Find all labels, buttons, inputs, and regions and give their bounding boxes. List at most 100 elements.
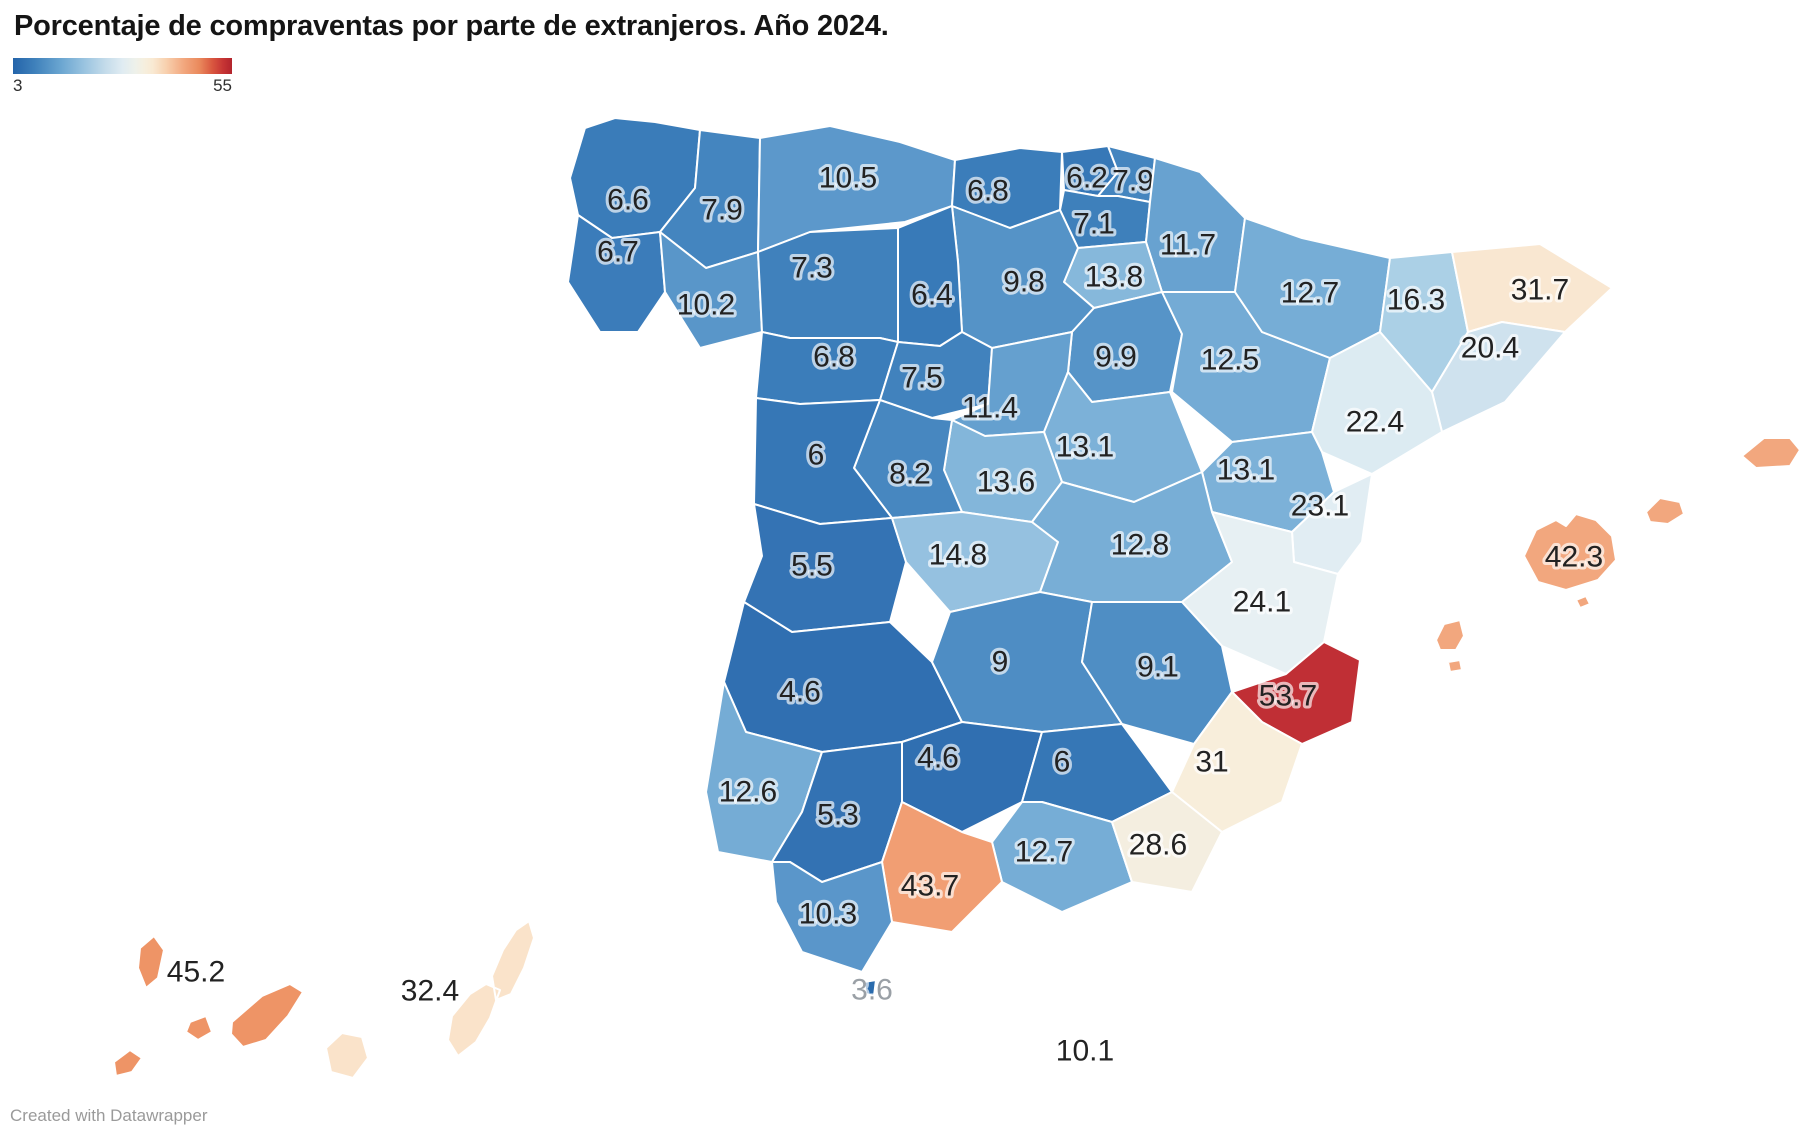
province-madrid[interactable]: 13.6	[943, 419, 1063, 523]
province-madrid-value-label: 13.6	[977, 466, 1035, 499]
province-zamora[interactable]: 6.8	[755, 331, 899, 405]
province-illes-balears[interactable]: 42.3	[1435, 437, 1800, 673]
province-las-palmas[interactable]: 32.4	[325, 920, 535, 1079]
province-lugo[interactable]: 7.9	[659, 129, 761, 269]
province-santa-cruz-de-tenerife-value-label: 45.2	[167, 956, 225, 989]
province-santa-cruz-de-tenerife[interactable]: 45.2	[113, 935, 304, 1077]
province-navarra-shape[interactable]	[1145, 157, 1246, 293]
province-barcelona-value-label: 20.4	[1461, 332, 1519, 365]
province-pontevedra-value-label: 6.7	[597, 236, 639, 269]
province-castellon-value-label: 23.1	[1291, 490, 1349, 523]
province-gipuzkoa[interactable]: 7.9	[1097, 145, 1157, 203]
province-tarragona[interactable]: 22.4	[1311, 331, 1443, 475]
province-valencia[interactable]: 24.1	[1181, 511, 1339, 675]
province-a-coruna[interactable]: 6.6	[569, 117, 701, 239]
province-ceuta-shape[interactable]	[863, 979, 877, 997]
province-valladolid[interactable]: 7.5	[879, 331, 993, 419]
province-ciudad-real[interactable]: 9	[931, 591, 1123, 733]
datawrapper-credit-link[interactable]: Created with Datawrapper	[10, 1106, 208, 1125]
province-lleida-value-label: 16.3	[1387, 284, 1445, 317]
province-granada[interactable]: 12.7	[991, 801, 1133, 913]
province-girona[interactable]: 31.7	[1451, 243, 1613, 333]
province-ceuta[interactable]: 3.6	[848, 971, 896, 1010]
province-cadiz-value-label: 10.3	[799, 898, 857, 931]
province-las-palmas-value-label: 32.4	[401, 975, 459, 1008]
province-sevilla-value-label: 5.3	[817, 799, 859, 832]
province-palencia-shape[interactable]	[897, 205, 963, 347]
province-palencia[interactable]: 6.4	[897, 205, 963, 347]
province-murcia-value-label: 31	[1195, 746, 1228, 779]
province-caceres[interactable]: 5.5	[743, 503, 907, 633]
province-alava[interactable]: 7.1	[1059, 189, 1151, 249]
legend-labels: 3 55	[13, 76, 232, 96]
province-cadiz-shape[interactable]	[771, 861, 893, 973]
province-soria-value-label: 9.9	[1095, 341, 1137, 374]
province-asturias-value-label: 10.5	[819, 162, 877, 195]
province-girona-value-label: 31.7	[1511, 274, 1569, 307]
province-palencia-value-label: 6.4	[911, 279, 953, 312]
province-teruel-value-label: 13.1	[1217, 454, 1275, 487]
province-leon[interactable]: 7.3	[757, 227, 899, 343]
province-cuenca[interactable]: 12.8	[1031, 471, 1233, 603]
province-pontevedra-shape[interactable]	[567, 214, 666, 333]
province-alicante-value-label: 53.7	[1259, 680, 1317, 713]
province-barcelona[interactable]: 20.4	[1431, 321, 1566, 433]
province-castellon[interactable]: 23.1	[1288, 473, 1373, 575]
province-albacete-value-label: 9.1	[1137, 651, 1179, 684]
province-salamanca-value-label: 6	[808, 439, 825, 472]
province-avila-value-label: 8.2	[889, 458, 931, 491]
province-zamora-value-label: 6.8	[813, 341, 855, 374]
province-la-rioja-value-label: 13.8	[1085, 261, 1143, 294]
province-burgos-value-label: 9.8	[1003, 266, 1045, 299]
province-pontevedra[interactable]: 6.7	[567, 214, 666, 333]
province-cantabria[interactable]: 6.8	[951, 147, 1063, 229]
province-alicante[interactable]: 53.7	[1231, 641, 1361, 745]
province-caceres-value-label: 5.5	[791, 550, 833, 583]
province-guadalajara-value-label: 13.1	[1056, 431, 1114, 464]
province-cadiz[interactable]: 10.3	[771, 861, 893, 973]
province-valladolid-value-label: 7.5	[901, 362, 943, 395]
province-alava-value-label: 7.1	[1073, 208, 1115, 241]
province-cantabria-value-label: 6.8	[967, 175, 1009, 208]
province-ourense[interactable]: 10.2	[659, 231, 763, 349]
legend-min-label: 3	[13, 76, 23, 95]
province-malaga[interactable]: 43.7	[881, 801, 1003, 933]
province-huelva-value-label: 12.6	[719, 776, 777, 809]
province-granada-value-label: 12.7	[1015, 836, 1073, 869]
province-salamanca[interactable]: 6	[753, 397, 893, 525]
province-asturias[interactable]: 10.5	[757, 125, 956, 253]
province-segovia-value-label: 11.4	[962, 392, 1018, 425]
province-las-palmas-shape[interactable]	[325, 920, 535, 1079]
province-a-coruna-value-label: 6.6	[607, 184, 649, 217]
province-soria[interactable]: 9.9	[1067, 291, 1183, 403]
province-toledo-value-label: 14.8	[929, 539, 987, 572]
province-almeria[interactable]: 28.6	[1111, 791, 1223, 893]
province-malaga-shape[interactable]	[881, 801, 1003, 933]
province-la-rioja[interactable]: 13.8	[1063, 241, 1163, 309]
province-zaragoza-value-label: 12.5	[1201, 344, 1259, 377]
province-ciudad-real-value-label: 9	[992, 646, 1009, 679]
province-navarra[interactable]: 11.7	[1145, 157, 1246, 293]
province-huesca-value-label: 12.7	[1281, 277, 1339, 310]
province-leon-shape[interactable]	[757, 227, 899, 343]
province-ourense-value-label: 10.2	[677, 289, 735, 322]
legend-max-label: 55	[213, 76, 232, 95]
color-legend: 3 55	[13, 58, 233, 96]
province-melilla-value-label: 10.1	[1056, 1035, 1114, 1068]
province-huesca[interactable]: 12.7	[1234, 217, 1391, 359]
page-title: Porcentaje de compraventas por parte de …	[14, 10, 889, 42]
province-santa-cruz-de-tenerife-shape[interactable]	[113, 935, 304, 1077]
province-lugo-value-label: 7.9	[701, 194, 743, 227]
province-badajoz[interactable]: 4.6	[723, 601, 963, 753]
province-illes-balears-shape[interactable]	[1435, 437, 1800, 673]
province-avila[interactable]: 8.2	[853, 399, 963, 519]
province-jaen-value-label: 6	[1054, 746, 1071, 779]
province-albacete[interactable]: 9.1	[1081, 601, 1233, 745]
province-huelva[interactable]: 12.6	[705, 681, 823, 863]
province-melilla[interactable]: 10.1	[1053, 1032, 1117, 1071]
province-almeria-shape[interactable]	[1111, 791, 1223, 893]
province-malaga-value-label: 43.7	[901, 870, 959, 903]
province-guadalajara[interactable]: 13.1	[1043, 371, 1203, 503]
